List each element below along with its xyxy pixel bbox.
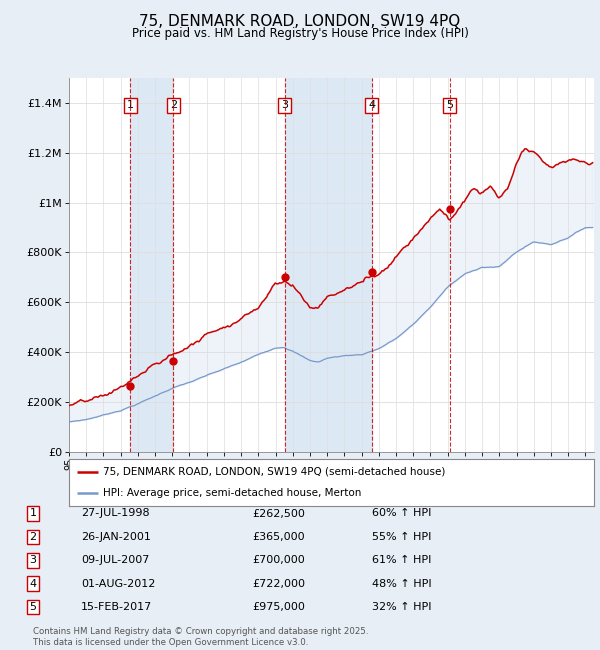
Text: 2: 2 bbox=[170, 100, 177, 110]
Text: HPI: Average price, semi-detached house, Merton: HPI: Average price, semi-detached house,… bbox=[103, 488, 361, 498]
Text: £262,500: £262,500 bbox=[252, 508, 305, 519]
Text: 27-JUL-1998: 27-JUL-1998 bbox=[81, 508, 149, 519]
Text: 4: 4 bbox=[29, 578, 37, 589]
Text: 3: 3 bbox=[29, 555, 37, 566]
Text: £700,000: £700,000 bbox=[252, 555, 305, 566]
Text: 15-FEB-2017: 15-FEB-2017 bbox=[81, 602, 152, 612]
Text: 60% ↑ HPI: 60% ↑ HPI bbox=[372, 508, 431, 519]
Text: 26-JAN-2001: 26-JAN-2001 bbox=[81, 532, 151, 542]
Text: 61% ↑ HPI: 61% ↑ HPI bbox=[372, 555, 431, 566]
Text: 48% ↑ HPI: 48% ↑ HPI bbox=[372, 578, 431, 589]
Text: 1: 1 bbox=[127, 100, 134, 110]
Text: Contains HM Land Registry data © Crown copyright and database right 2025.
This d: Contains HM Land Registry data © Crown c… bbox=[33, 627, 368, 647]
Text: £365,000: £365,000 bbox=[252, 532, 305, 542]
Text: 2: 2 bbox=[29, 532, 37, 542]
Text: 3: 3 bbox=[281, 100, 288, 110]
Bar bbox=[130, 78, 173, 452]
Text: Price paid vs. HM Land Registry's House Price Index (HPI): Price paid vs. HM Land Registry's House … bbox=[131, 27, 469, 40]
Text: 5: 5 bbox=[29, 602, 37, 612]
Text: 75, DENMARK ROAD, LONDON, SW19 4PQ (semi-detached house): 75, DENMARK ROAD, LONDON, SW19 4PQ (semi… bbox=[103, 467, 445, 476]
Bar bbox=[284, 78, 371, 452]
Text: £722,000: £722,000 bbox=[252, 578, 305, 589]
Text: 75, DENMARK ROAD, LONDON, SW19 4PQ: 75, DENMARK ROAD, LONDON, SW19 4PQ bbox=[139, 14, 461, 29]
Text: £975,000: £975,000 bbox=[252, 602, 305, 612]
Text: 32% ↑ HPI: 32% ↑ HPI bbox=[372, 602, 431, 612]
Text: 1: 1 bbox=[29, 508, 37, 519]
Text: 09-JUL-2007: 09-JUL-2007 bbox=[81, 555, 149, 566]
Text: 55% ↑ HPI: 55% ↑ HPI bbox=[372, 532, 431, 542]
Text: 4: 4 bbox=[368, 100, 375, 110]
Text: 01-AUG-2012: 01-AUG-2012 bbox=[81, 578, 155, 589]
Text: 5: 5 bbox=[446, 100, 453, 110]
